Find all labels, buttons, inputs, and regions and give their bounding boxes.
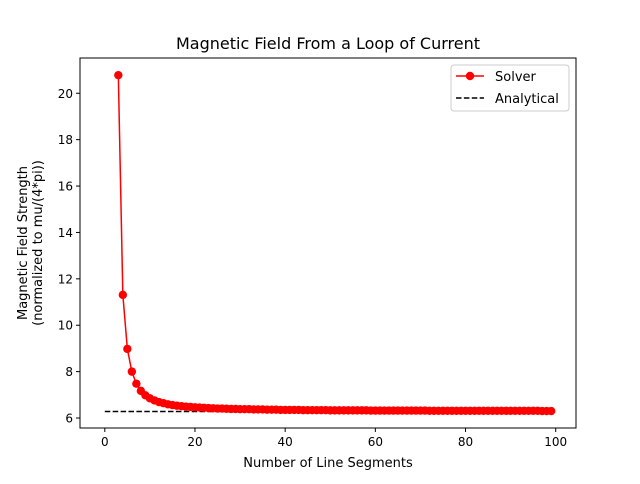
x-tick-label: 80 bbox=[458, 435, 473, 449]
chart-title: Magnetic Field From a Loop of Current bbox=[176, 34, 480, 53]
y-tick-label: 12 bbox=[58, 272, 73, 286]
y-tick-label: 6 bbox=[65, 412, 73, 426]
x-tick-label: 0 bbox=[101, 435, 109, 449]
y-tick-label: 16 bbox=[58, 180, 73, 194]
solver-point bbox=[547, 406, 556, 416]
legend-solver-label: Solver bbox=[495, 70, 537, 85]
x-axis-ticks: 0 20 40 60 80 100 bbox=[101, 428, 567, 449]
axes-frame bbox=[79, 57, 577, 429]
solver-point bbox=[127, 367, 137, 376]
solver-point bbox=[132, 379, 141, 388]
solver-point bbox=[118, 290, 128, 300]
plot-area bbox=[79, 57, 577, 429]
solver-point bbox=[114, 70, 123, 80]
y-axis-ticks: 6 8 10 12 14 16 18 20 bbox=[58, 87, 80, 426]
series-layer bbox=[104, 70, 556, 416]
y-tick-label: 8 bbox=[65, 365, 73, 379]
y-tick-label: 18 bbox=[58, 133, 73, 147]
y-axis-label-line2: (normalized to mu/(4*pi)) bbox=[31, 160, 46, 326]
x-axis-label: Number of Line Segments bbox=[243, 456, 413, 471]
y-tick-label: 20 bbox=[58, 87, 73, 101]
x-tick-label: 100 bbox=[544, 435, 567, 449]
y-tick-label: 14 bbox=[58, 226, 73, 240]
x-tick-label: 40 bbox=[278, 435, 293, 449]
y-tick-label: 10 bbox=[58, 319, 73, 333]
y-axis-label-line1: Magnetic Field Strength bbox=[16, 166, 31, 320]
legend-analytical-label: Analytical bbox=[495, 92, 559, 107]
legend-solver-marker bbox=[465, 71, 475, 81]
legend: Solver Analytical bbox=[450, 64, 570, 112]
x-tick-label: 20 bbox=[187, 435, 202, 449]
x-tick-label: 60 bbox=[368, 435, 383, 449]
solver-point bbox=[123, 344, 132, 354]
